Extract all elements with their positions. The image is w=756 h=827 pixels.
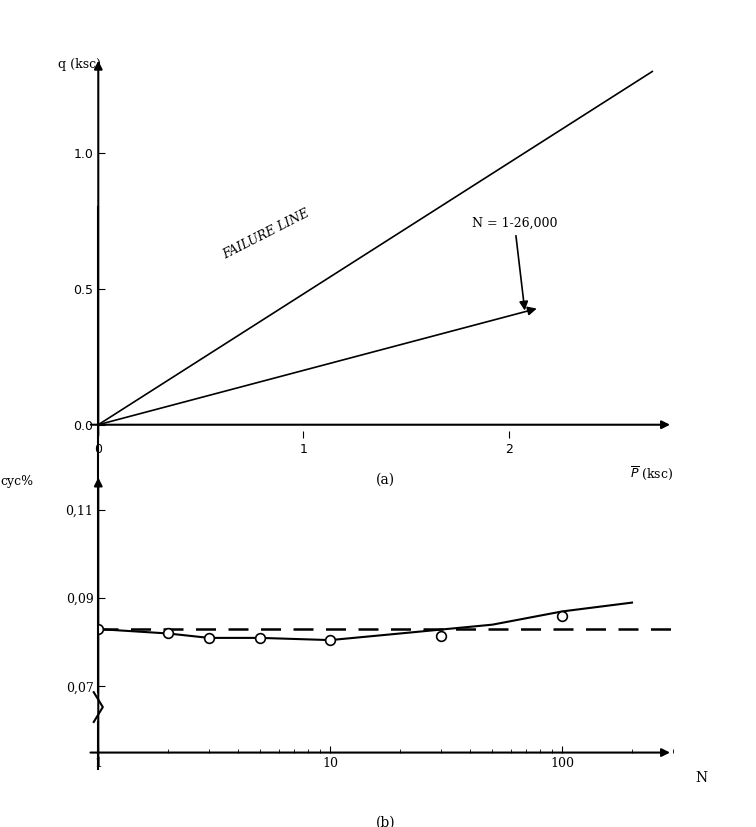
Text: q (ksc): q (ksc) xyxy=(58,58,101,71)
Text: (b): (b) xyxy=(376,815,395,827)
Text: N: N xyxy=(696,771,708,785)
Text: N = 1-26,000: N = 1-26,000 xyxy=(472,218,557,308)
Text: $\overline{P}$ (ksc): $\overline{P}$ (ksc) xyxy=(630,465,673,482)
Text: cyc%: cyc% xyxy=(1,475,34,488)
Text: (a): (a) xyxy=(376,473,395,487)
Text: FAILURE LINE: FAILURE LINE xyxy=(221,207,312,262)
